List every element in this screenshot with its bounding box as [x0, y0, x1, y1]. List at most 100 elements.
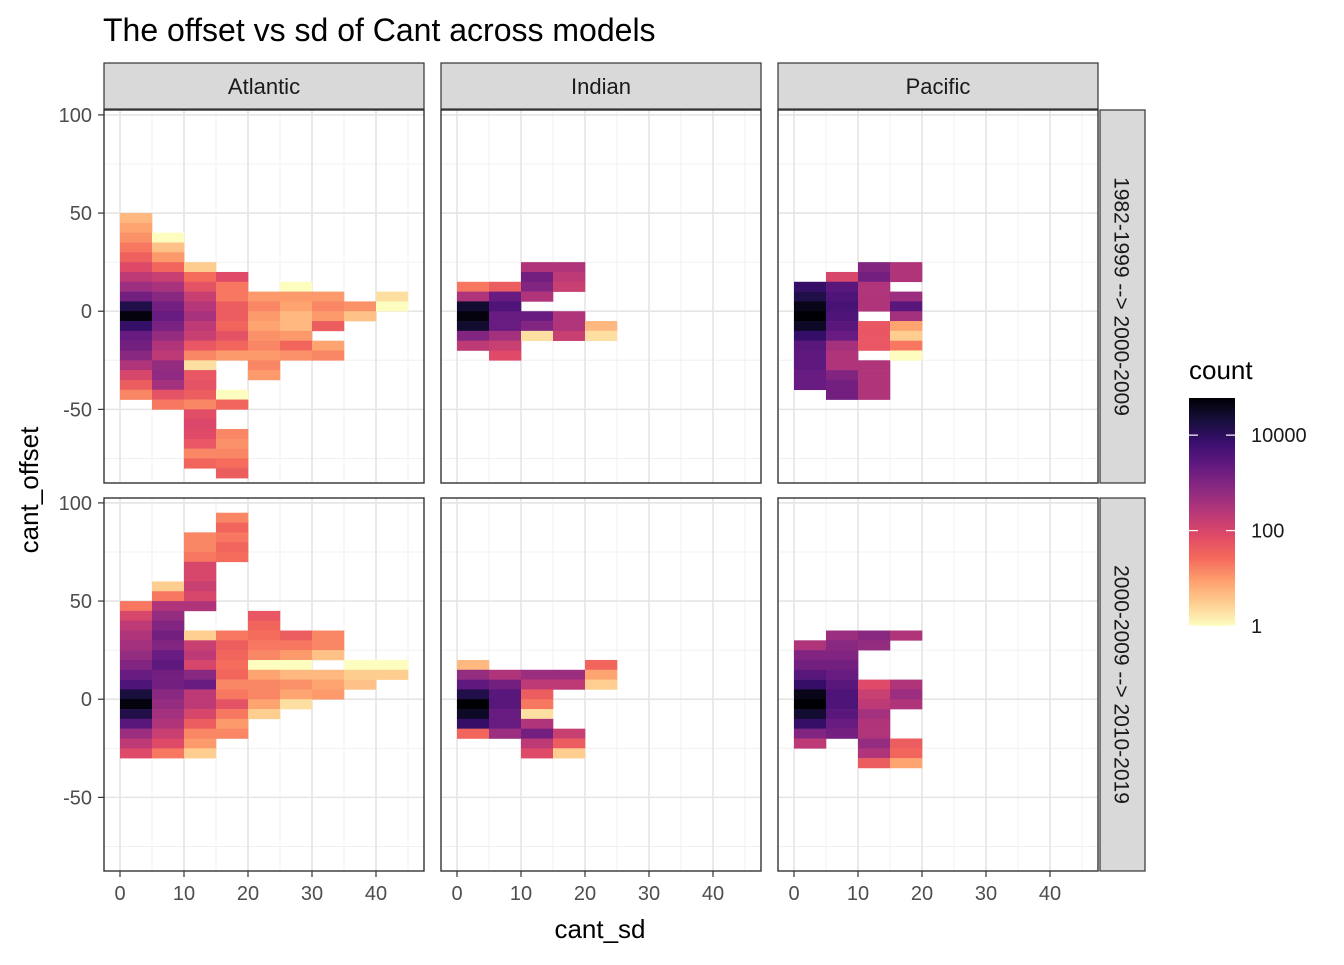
- x-axis-label: cant_sd: [554, 914, 645, 944]
- heatmap-tile: [152, 281, 185, 292]
- heatmap-tile: [585, 659, 618, 671]
- heatmap-tile: [184, 419, 217, 430]
- legend-tick-label: 10000: [1251, 425, 1307, 447]
- heatmap-tile: [890, 679, 923, 690]
- heatmap-tile: [794, 659, 827, 671]
- heatmap-tile: [826, 350, 859, 361]
- heatmap-tile: [248, 679, 281, 690]
- legend-tick-label: 1: [1251, 616, 1262, 638]
- heatmap-tile: [152, 640, 185, 651]
- heatmap-tile: [826, 389, 859, 400]
- heatmap-tile: [457, 699, 490, 710]
- heatmap-tile: [120, 311, 153, 322]
- heatmap-tile: [312, 679, 345, 690]
- heatmap-tile: [120, 679, 153, 690]
- row-strip-label-1: 1982-1999 --> 2000-2009: [1110, 177, 1133, 416]
- legend-title: count: [1189, 355, 1253, 385]
- heatmap-tile: [152, 271, 185, 283]
- panel-pacific-row-2: 0 10 20 30 40: [777, 497, 1099, 905]
- heatmap-tile: [216, 630, 249, 641]
- heatmap-tile: [184, 311, 217, 322]
- heatmap-tile: [152, 669, 185, 680]
- heatmap-tile: [312, 669, 345, 680]
- heatmap-tile: [184, 640, 217, 651]
- heatmap-tile: [585, 679, 618, 690]
- heatmap-tile: [489, 718, 522, 729]
- panel-border: [103, 109, 425, 484]
- heatmap-tile: [152, 340, 185, 351]
- heatmap-tile: [248, 311, 281, 322]
- heatmap-tile: [553, 271, 586, 283]
- heatmap-tile: [890, 689, 923, 700]
- heatmap-tile: [521, 321, 554, 332]
- heatmap-tile: [826, 669, 859, 680]
- x-tick-label: 20: [237, 883, 259, 905]
- heatmap-tile: [280, 699, 313, 710]
- heatmap-tile: [457, 291, 490, 302]
- panel-border: [440, 497, 762, 872]
- heatmap-tile: [216, 551, 249, 563]
- heatmap-tile: [457, 330, 490, 341]
- heatmap-tile: [216, 650, 249, 661]
- heatmap-tile: [280, 301, 313, 312]
- x-tick-label: 40: [702, 883, 724, 905]
- panel-atlantic-row-1: -50 0 50 100: [59, 105, 425, 484]
- heatmap-tile: [312, 689, 345, 700]
- heatmap-tile: [890, 340, 923, 351]
- heatmap-tile: [216, 438, 249, 449]
- heatmap-tile: [184, 738, 217, 749]
- heatmap-tile: [489, 728, 522, 739]
- panel-border: [777, 109, 1099, 484]
- heatmap-tile: [216, 718, 249, 729]
- heatmap-tile: [120, 242, 153, 253]
- heatmap-tile: [216, 340, 249, 351]
- heatmap-tile: [794, 699, 827, 710]
- heatmap-tile: [184, 399, 217, 410]
- heatmap-tile: [152, 232, 185, 243]
- chart-title: The offset vs sd of Cant across models: [103, 12, 656, 48]
- heatmap-tile: [553, 262, 586, 273]
- heatmap-tile: [457, 679, 490, 690]
- x-tick-label: 40: [1039, 883, 1061, 905]
- heatmap-tile: [521, 728, 554, 739]
- heatmap-tile: [120, 379, 153, 391]
- x-tick-label: 10: [847, 883, 869, 905]
- heatmap-tile: [794, 301, 827, 312]
- panel-border: [440, 109, 762, 484]
- row-strip-2: [1099, 497, 1146, 872]
- heatmap-tile: [152, 601, 185, 612]
- heatmap-tile: [826, 630, 859, 641]
- heatmap-tile: [489, 689, 522, 700]
- heatmap-tile: [457, 669, 490, 680]
- heatmap-tile: [457, 728, 490, 739]
- heatmap-tile: [457, 709, 490, 720]
- heatmap-tile: [184, 340, 217, 351]
- heatmap-tile: [858, 379, 891, 391]
- x-tick-label: 30: [975, 883, 997, 905]
- heatmap-tile: [184, 551, 217, 563]
- heatmap-tile: [120, 669, 153, 680]
- y-tick-label: -50: [63, 399, 92, 421]
- x-tick-label: 30: [638, 883, 660, 905]
- heatmap-tile: [312, 311, 345, 322]
- panel-indian-row-2: 0 10 20 30 40: [440, 497, 762, 905]
- heatmap-tile: [489, 699, 522, 710]
- heatmap-tile: [120, 222, 153, 233]
- heatmap-tile: [794, 379, 827, 391]
- heatmap-tile: [152, 252, 185, 263]
- heatmap-tile: [312, 350, 345, 361]
- heatmap-tile: [890, 291, 923, 302]
- heatmap-tile: [826, 650, 859, 661]
- heatmap-tile: [216, 389, 249, 400]
- heatmap-tile: [152, 360, 185, 371]
- heatmap-tile: [457, 718, 490, 729]
- heatmap-tile: [184, 291, 217, 302]
- heatmap-tile: [248, 291, 281, 302]
- heatmap-tile: [858, 389, 891, 400]
- heatmap-tile: [216, 271, 249, 283]
- heatmap-tile: [152, 262, 185, 273]
- heatmap-tile: [794, 311, 827, 322]
- heatmap-tile: [152, 291, 185, 302]
- heatmap-tile: [120, 689, 153, 700]
